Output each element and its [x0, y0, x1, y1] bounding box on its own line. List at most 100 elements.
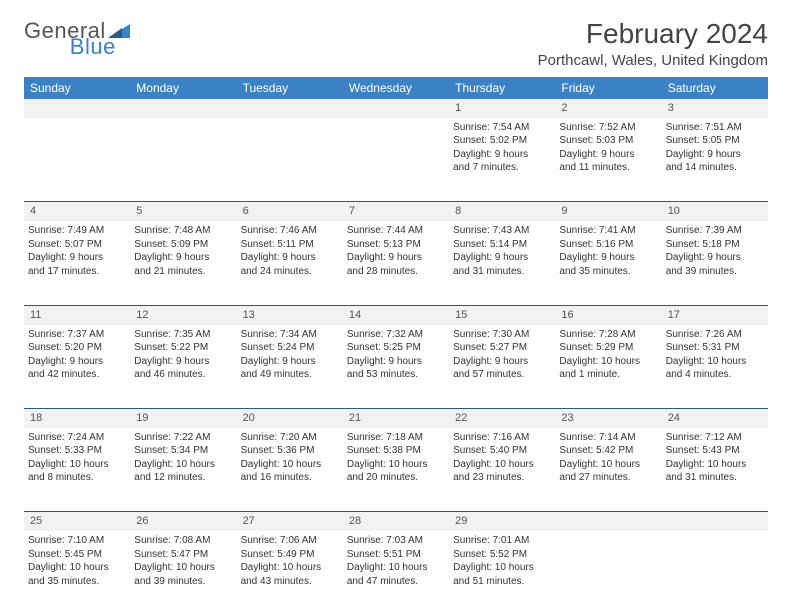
- sunrise-line: Sunrise: 7:37 AM: [28, 328, 126, 342]
- day-number: [555, 512, 661, 531]
- day-number: 11: [24, 305, 130, 324]
- day-cell: Sunrise: 7:16 AMSunset: 5:40 PMDaylight:…: [449, 428, 555, 512]
- daylight-line: Daylight: 9 hours: [666, 148, 764, 162]
- sunrise-line: Sunrise: 7:03 AM: [347, 534, 445, 548]
- sunset-line: Sunset: 5:07 PM: [28, 238, 126, 252]
- location-line: Porthcawl, Wales, United Kingdom: [538, 52, 768, 69]
- sunrise-line: Sunrise: 7:01 AM: [453, 534, 551, 548]
- daylight-line: Daylight: 9 hours: [241, 355, 339, 369]
- daylight-line: Daylight: 9 hours: [453, 355, 551, 369]
- sunrise-line: Sunrise: 7:41 AM: [559, 224, 657, 238]
- sunset-line: Sunset: 5:11 PM: [241, 238, 339, 252]
- day-cell: Sunrise: 7:03 AMSunset: 5:51 PMDaylight:…: [343, 531, 449, 615]
- weekday-header: Friday: [555, 77, 661, 99]
- sunset-line: Sunset: 5:29 PM: [559, 341, 657, 355]
- day-number: 17: [662, 305, 768, 324]
- sunset-line: Sunset: 5:18 PM: [666, 238, 764, 252]
- day-cell: Sunrise: 7:37 AMSunset: 5:20 PMDaylight:…: [24, 325, 130, 409]
- daylight-line: and 17 minutes.: [28, 265, 126, 279]
- day-cell: Sunrise: 7:20 AMSunset: 5:36 PMDaylight:…: [237, 428, 343, 512]
- day-cell: [662, 531, 768, 615]
- day-number: 12: [130, 305, 236, 324]
- daylight-line: Daylight: 9 hours: [453, 148, 551, 162]
- sunrise-line: Sunrise: 7:52 AM: [559, 121, 657, 135]
- day-cell: Sunrise: 7:54 AMSunset: 5:02 PMDaylight:…: [449, 118, 555, 202]
- sunrise-line: Sunrise: 7:16 AM: [453, 431, 551, 445]
- sunset-line: Sunset: 5:45 PM: [28, 548, 126, 562]
- header: General Blue February 2024 Porthcawl, Wa…: [24, 18, 768, 69]
- day-number: 3: [662, 99, 768, 118]
- day-cell: [343, 118, 449, 202]
- day-cell: Sunrise: 7:01 AMSunset: 5:52 PMDaylight:…: [449, 531, 555, 615]
- sunrise-line: Sunrise: 7:24 AM: [28, 431, 126, 445]
- daylight-line: Daylight: 10 hours: [559, 355, 657, 369]
- sunset-line: Sunset: 5:43 PM: [666, 444, 764, 458]
- sunset-line: Sunset: 5:52 PM: [453, 548, 551, 562]
- day-cell: Sunrise: 7:34 AMSunset: 5:24 PMDaylight:…: [237, 325, 343, 409]
- week-row: Sunrise: 7:54 AMSunset: 5:02 PMDaylight:…: [24, 118, 768, 202]
- daylight-line: and 4 minutes.: [666, 368, 764, 382]
- day-cell: [237, 118, 343, 202]
- weekday-header: Saturday: [662, 77, 768, 99]
- day-number: 10: [662, 202, 768, 221]
- sunrise-line: Sunrise: 7:06 AM: [241, 534, 339, 548]
- sunrise-line: Sunrise: 7:18 AM: [347, 431, 445, 445]
- day-cell: Sunrise: 7:10 AMSunset: 5:45 PMDaylight:…: [24, 531, 130, 615]
- daylight-line: and 49 minutes.: [241, 368, 339, 382]
- sunrise-line: Sunrise: 7:28 AM: [559, 328, 657, 342]
- sunrise-line: Sunrise: 7:43 AM: [453, 224, 551, 238]
- daylight-line: and 57 minutes.: [453, 368, 551, 382]
- daylight-line: and 7 minutes.: [453, 161, 551, 175]
- daylight-line: and 53 minutes.: [347, 368, 445, 382]
- day-number: 27: [237, 512, 343, 531]
- daylight-line: and 43 minutes.: [241, 575, 339, 589]
- day-cell: Sunrise: 7:06 AMSunset: 5:49 PMDaylight:…: [237, 531, 343, 615]
- daylight-line: and 27 minutes.: [559, 471, 657, 485]
- daylight-line: Daylight: 10 hours: [559, 458, 657, 472]
- daylight-line: and 39 minutes.: [134, 575, 232, 589]
- day-number: 26: [130, 512, 236, 531]
- day-number: 24: [662, 409, 768, 428]
- week-row: Sunrise: 7:37 AMSunset: 5:20 PMDaylight:…: [24, 325, 768, 409]
- sunset-line: Sunset: 5:05 PM: [666, 134, 764, 148]
- week-row: Sunrise: 7:10 AMSunset: 5:45 PM Daylight:…: [24, 531, 768, 615]
- daynum-row: 18192021222324: [24, 409, 768, 428]
- daylight-line: Daylight: 10 hours: [241, 458, 339, 472]
- day-number: 5: [130, 202, 236, 221]
- day-cell: Sunrise: 7:46 AMSunset: 5:11 PMDaylight:…: [237, 221, 343, 305]
- day-cell: Sunrise: 7:32 AMSunset: 5:25 PMDaylight:…: [343, 325, 449, 409]
- day-number: 21: [343, 409, 449, 428]
- day-cell: Sunrise: 7:44 AMSunset: 5:13 PMDaylight:…: [343, 221, 449, 305]
- day-number: 29: [449, 512, 555, 531]
- daylight-line: Daylight: 10 hours: [453, 561, 551, 575]
- daylight-line: Daylight: 10 hours: [241, 561, 339, 575]
- day-cell: Sunrise: 7:28 AMSunset: 5:29 PMDaylight:…: [555, 325, 661, 409]
- sunrise-line: Sunrise: 7:35 AM: [134, 328, 232, 342]
- day-cell: [24, 118, 130, 202]
- day-number: 18: [24, 409, 130, 428]
- daylight-line: and 16 minutes.: [241, 471, 339, 485]
- day-number: 14: [343, 305, 449, 324]
- sunrise-line: Sunrise: 7:10 AM: [28, 534, 126, 548]
- day-number: 6: [237, 202, 343, 221]
- day-number: 15: [449, 305, 555, 324]
- sunset-line: Sunset: 5:09 PM: [134, 238, 232, 252]
- daylight-line: Daylight: 10 hours: [134, 458, 232, 472]
- daynum-row: 45678910: [24, 202, 768, 221]
- day-cell: Sunrise: 7:35 AMSunset: 5:22 PMDaylight:…: [130, 325, 236, 409]
- daylight-line: and 35 minutes.: [28, 575, 126, 589]
- daylight-line: and 51 minutes.: [453, 575, 551, 589]
- daylight-line: Daylight: 9 hours: [134, 251, 232, 265]
- sunset-line: Sunset: 5:34 PM: [134, 444, 232, 458]
- day-cell: [130, 118, 236, 202]
- sunset-line: Sunset: 5:33 PM: [28, 444, 126, 458]
- day-number: 7: [343, 202, 449, 221]
- sunset-line: Sunset: 5:40 PM: [453, 444, 551, 458]
- daylight-line: and 12 minutes.: [134, 471, 232, 485]
- day-number: 19: [130, 409, 236, 428]
- day-number: [237, 99, 343, 118]
- day-number: 9: [555, 202, 661, 221]
- day-number: 20: [237, 409, 343, 428]
- day-number: 13: [237, 305, 343, 324]
- day-cell: Sunrise: 7:22 AMSunset: 5:34 PMDaylight:…: [130, 428, 236, 512]
